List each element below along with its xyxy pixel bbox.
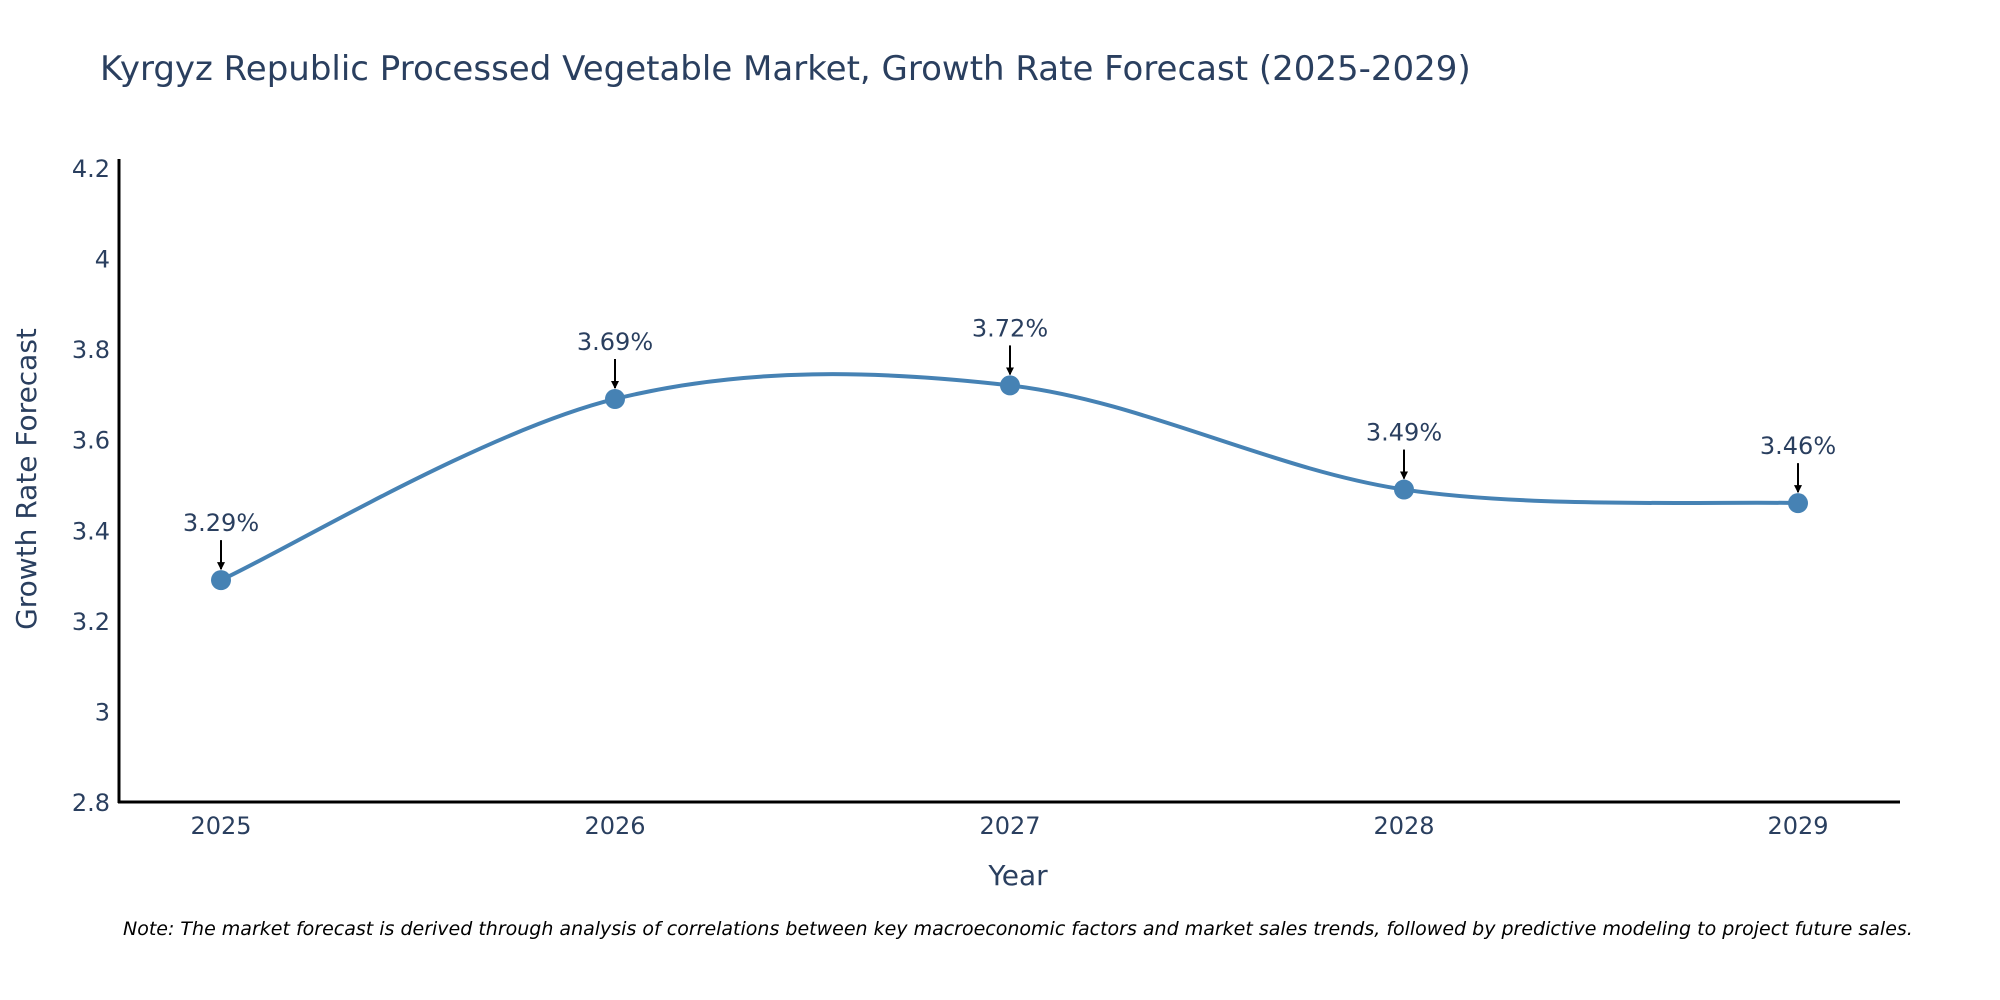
y-tick-label: 4.2 [72,155,110,183]
x-axis-ticks: 2025 2026 2027 2028 2029 [190,812,1828,840]
chart-title: Kyrgyz Republic Processed Vegetable Mark… [100,49,1471,89]
data-point [1394,479,1414,500]
y-tick-label: 3 [95,698,110,726]
x-tick-label: 2025 [190,812,251,840]
x-tick-label: 2028 [1373,812,1434,840]
data-point [605,388,625,409]
data-label: 3.72% [972,314,1048,342]
data-label: 3.49% [1366,419,1442,447]
x-tick-label: 2027 [979,812,1040,840]
y-tick-label: 3.2 [72,608,110,636]
data-label: 3.46% [1760,432,1836,460]
y-tick-label: 3.6 [72,427,110,455]
y-axis-ticks: 2.8 3 3.2 3.4 3.6 3.8 4 4.2 [72,155,110,817]
y-tick-label: 4 [95,246,110,274]
footnote: Note: The market forecast is derived thr… [123,918,1913,940]
series-line [220,372,1799,582]
data-point [1000,375,1020,396]
y-tick-label: 3.4 [72,517,110,545]
y-axis-title: Growth Rate Forecast [10,328,43,630]
y-tick-label: 2.8 [72,789,110,817]
data-point [211,570,231,591]
data-label: 3.69% [577,328,653,356]
data-points [211,375,1808,591]
x-axis-title: Year [987,859,1048,892]
y-tick-label: 3.8 [72,336,110,364]
x-tick-label: 2029 [1767,812,1828,840]
data-point [1788,493,1808,514]
x-tick-label: 2026 [584,812,645,840]
data-annotations: 3.29% 3.69% 3.72% 3.49% 3.46% [183,314,1836,571]
data-label: 3.29% [183,509,259,537]
